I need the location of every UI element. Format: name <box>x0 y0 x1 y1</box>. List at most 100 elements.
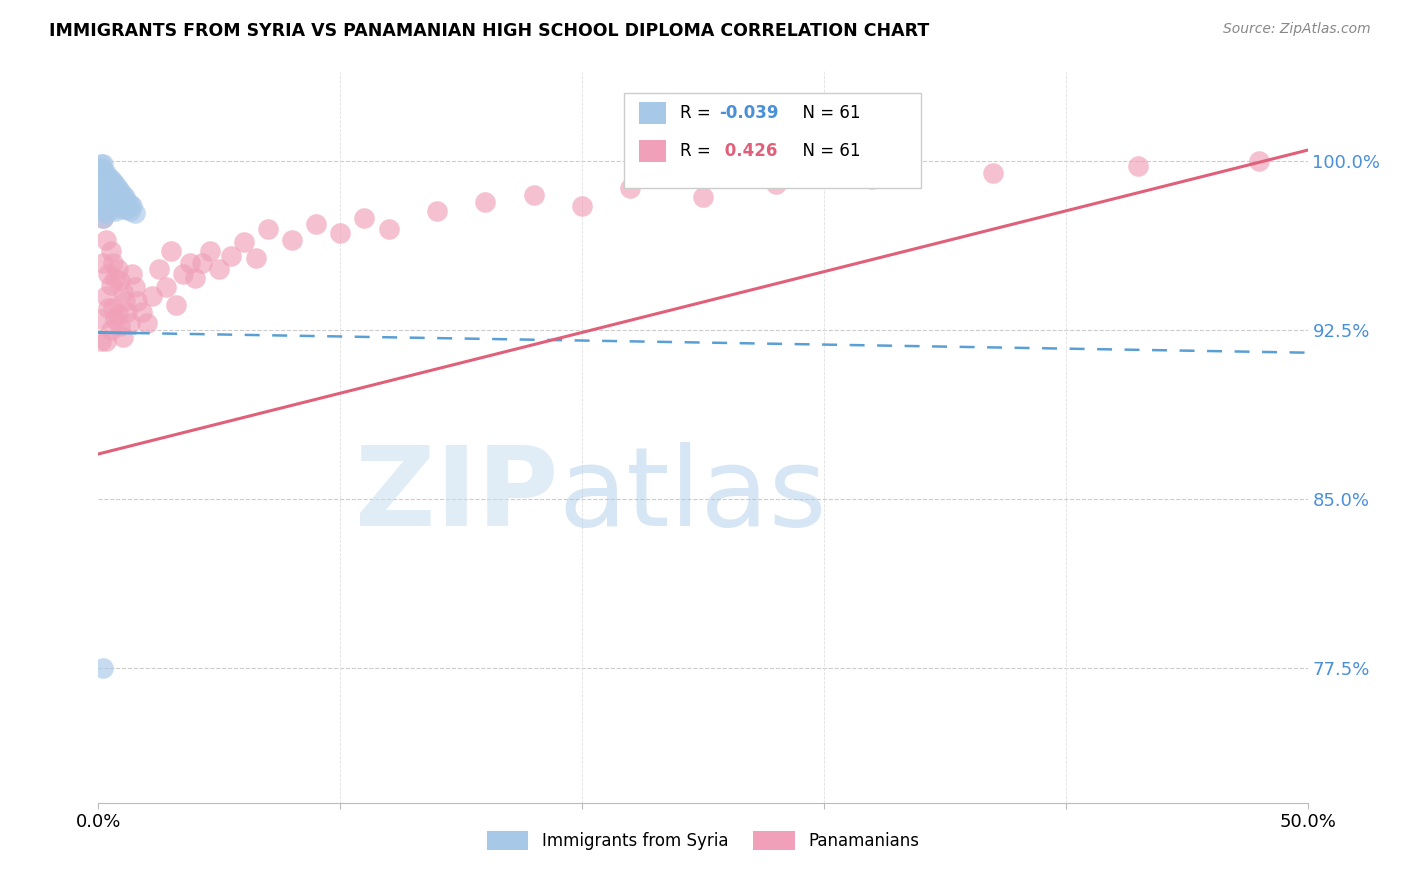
Point <box>108 190 131 204</box>
Point <box>114 190 136 204</box>
Point <box>121 267 143 281</box>
Point <box>90 177 112 191</box>
Point <box>100 323 122 337</box>
Point <box>100 179 122 194</box>
Point <box>91 170 114 185</box>
Point <box>91 211 114 225</box>
Point <box>97 197 120 211</box>
Point <box>523 188 546 202</box>
Point <box>208 262 231 277</box>
Point <box>179 255 201 269</box>
Point <box>117 202 139 216</box>
Point <box>101 175 124 189</box>
Text: R =: R = <box>681 104 716 122</box>
Point <box>104 312 127 326</box>
Text: -0.039: -0.039 <box>718 104 778 122</box>
Point <box>97 170 120 185</box>
Point <box>94 166 117 180</box>
Point <box>155 280 177 294</box>
Point <box>90 172 112 186</box>
Text: ZIP: ZIP <box>354 442 558 549</box>
Bar <box>638 102 665 124</box>
Point <box>124 280 146 294</box>
Point <box>135 317 157 331</box>
Point <box>107 262 129 277</box>
Text: 0.426: 0.426 <box>718 142 778 160</box>
Point <box>619 181 641 195</box>
Point <box>121 199 143 213</box>
Point <box>108 197 131 211</box>
Point <box>107 188 129 202</box>
Point <box>184 271 207 285</box>
Point <box>107 194 129 209</box>
Point <box>104 190 127 204</box>
Text: IMMIGRANTS FROM SYRIA VS PANAMANIAN HIGH SCHOOL DIPLOMA CORRELATION CHART: IMMIGRANTS FROM SYRIA VS PANAMANIAN HIGH… <box>49 22 929 40</box>
Point <box>100 278 122 293</box>
Point <box>91 163 114 178</box>
Point <box>91 211 114 225</box>
Point <box>114 197 136 211</box>
Point <box>111 330 134 344</box>
Point <box>108 184 131 198</box>
Point <box>94 179 117 194</box>
Point <box>232 235 254 250</box>
Point <box>91 190 114 204</box>
Text: atlas: atlas <box>558 442 827 549</box>
Point <box>329 227 352 241</box>
Point <box>104 271 127 285</box>
Point <box>101 194 124 209</box>
FancyBboxPatch shape <box>624 94 921 188</box>
Point <box>91 197 114 211</box>
Text: N = 61: N = 61 <box>793 104 860 122</box>
Point <box>104 184 127 198</box>
Point <box>91 203 114 218</box>
Point <box>131 305 153 319</box>
Point <box>94 206 117 220</box>
Point <box>97 190 120 204</box>
Point <box>100 172 122 186</box>
Point <box>571 199 593 213</box>
Point <box>118 197 141 211</box>
Point <box>100 244 122 259</box>
Point <box>1128 159 1150 173</box>
Point <box>108 318 131 333</box>
Point <box>281 233 304 247</box>
Point <box>97 301 120 315</box>
Point <box>377 222 399 236</box>
Point <box>91 255 114 269</box>
Point <box>91 156 114 170</box>
Point <box>94 334 117 349</box>
Text: R =: R = <box>681 142 716 160</box>
Point <box>981 166 1004 180</box>
Point <box>90 186 112 200</box>
Point <box>127 293 149 308</box>
Point <box>107 307 129 321</box>
Point <box>94 186 117 200</box>
Point <box>90 181 112 195</box>
Point <box>198 244 221 259</box>
Point <box>94 193 117 207</box>
Point <box>94 172 117 186</box>
Point <box>91 177 114 191</box>
Point <box>426 203 449 218</box>
Point <box>100 186 122 200</box>
Point <box>94 289 117 303</box>
Point <box>94 233 117 247</box>
Text: N = 61: N = 61 <box>793 142 860 160</box>
Point <box>101 301 124 315</box>
Point <box>101 181 124 195</box>
Bar <box>638 140 665 162</box>
Point <box>97 184 120 198</box>
Point <box>104 197 127 211</box>
Point <box>104 177 127 191</box>
Point <box>90 312 112 326</box>
Point <box>111 188 134 202</box>
Point <box>160 244 183 259</box>
Point <box>1249 154 1271 169</box>
Point <box>108 274 131 288</box>
Point <box>245 251 267 265</box>
Point <box>91 184 114 198</box>
Point <box>118 317 141 331</box>
Point <box>111 202 134 216</box>
Point <box>90 156 112 170</box>
